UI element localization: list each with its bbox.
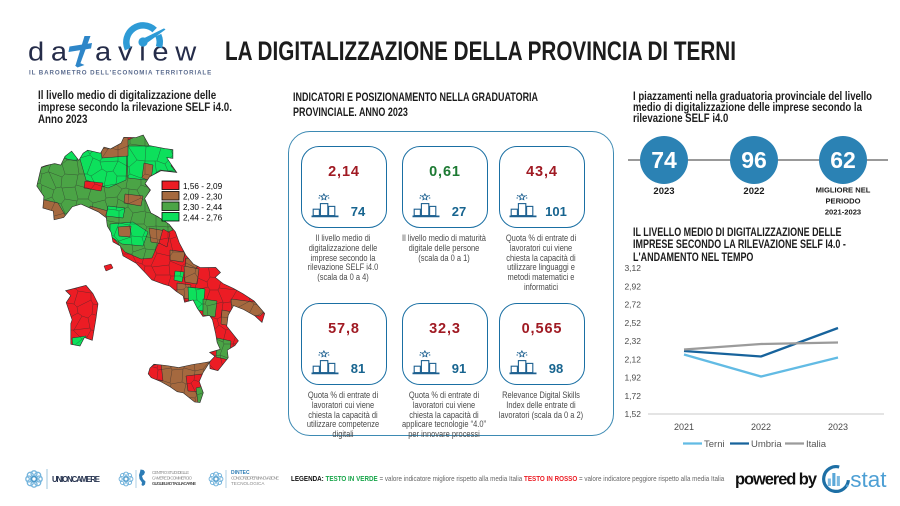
svg-text:2,30 - 2,44: 2,30 - 2,44 [183, 203, 223, 212]
svg-text:CAMERE DI COMMERCIO: CAMERE DI COMMERCIO [152, 476, 193, 481]
svg-text:2,92: 2,92 [624, 281, 641, 291]
svg-text:2,12: 2,12 [624, 354, 641, 364]
svg-text:1,92: 1,92 [624, 373, 641, 383]
svg-text:UNIONCAMERE: UNIONCAMERE [52, 475, 100, 484]
svg-text:2023: 2023 [828, 422, 848, 432]
svg-text:IL BAROMETRO DELL’ECONOMIA TER: IL BAROMETRO DELL’ECONOMIA TERRITORIALE [29, 70, 212, 77]
svg-text:2,72: 2,72 [624, 300, 641, 310]
svg-text:2,44 - 2,76: 2,44 - 2,76 [183, 214, 223, 223]
svg-text:powered by: powered by [735, 471, 818, 489]
svg-text:62: 62 [830, 147, 856, 173]
svg-text:1,52: 1,52 [624, 409, 641, 419]
svg-text:2,09 - 2,30: 2,09 - 2,30 [183, 193, 223, 202]
svg-text:CENTRO STUDI DELLE: CENTRO STUDI DELLE [152, 470, 189, 475]
svg-text:Umbria: Umbria [751, 439, 782, 450]
svg-text:96: 96 [741, 147, 767, 173]
svg-text:1,56 - 2,09: 1,56 - 2,09 [183, 182, 223, 191]
svg-text:1,72: 1,72 [624, 391, 641, 401]
svg-text:Italia: Italia [806, 439, 827, 450]
svg-text:Terni: Terni [704, 439, 725, 450]
svg-text:CONSORZIO PER L'INNOVAZIONE: CONSORZIO PER L'INNOVAZIONE [231, 476, 279, 481]
svg-text:2022: 2022 [751, 422, 771, 432]
svg-text:2021-2023: 2021-2023 [825, 208, 861, 217]
svg-text:.stat: .stat [844, 467, 887, 492]
svg-text:GUGLIELMO TAGLIACARNE: GUGLIELMO TAGLIACARNE [152, 481, 196, 486]
svg-text:da: da [28, 37, 74, 66]
svg-text:3,12: 3,12 [624, 263, 641, 273]
svg-text:TECNOLOGICA: TECNOLOGICA [231, 481, 265, 486]
svg-text:DINTEC: DINTEC [231, 470, 250, 476]
svg-text:2022: 2022 [743, 186, 764, 197]
svg-text:PERIODO: PERIODO [825, 197, 860, 206]
svg-text:74: 74 [651, 147, 677, 173]
svg-text:2,52: 2,52 [624, 318, 641, 328]
svg-text:2021: 2021 [674, 422, 694, 432]
svg-text:2,32: 2,32 [624, 336, 641, 346]
svg-text:MIGLIORE NEL: MIGLIORE NEL [816, 186, 871, 195]
svg-text:2023: 2023 [653, 186, 674, 197]
